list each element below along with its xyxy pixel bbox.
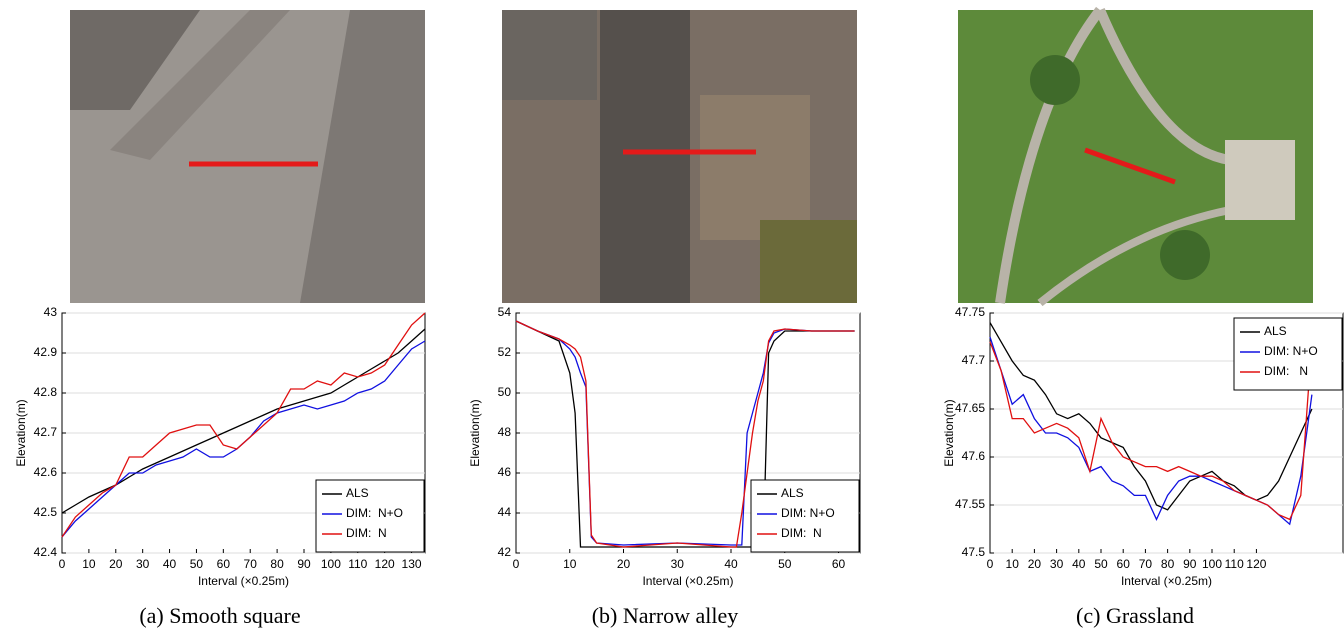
legend-label: DIM: N [781,526,822,540]
x-tick-label: 60 [217,557,231,571]
x-tick-label: 0 [513,557,520,571]
x-tick-label: 50 [1094,557,1108,571]
x-tick-label: 120 [1246,557,1266,571]
y-tick-label: 42.8 [34,385,58,399]
x-tick-label: 0 [987,557,994,571]
x-tick-label: 100 [1202,557,1222,571]
legend-label: ALS [1264,324,1287,338]
x-tick-label: 20 [1028,557,1042,571]
y-tick-label: 47.55 [955,497,985,511]
y-tick-label: 42.9 [34,345,58,359]
x-tick-label: 40 [724,557,738,571]
x-tick-label: 110 [1225,557,1244,571]
caption: (c) Grassland [1076,603,1194,628]
y-tick-label: 42 [498,545,512,559]
legend-label: ALS [781,486,804,500]
x-axis-label: Interval (×0.25m) [198,574,289,588]
y-tick-label: 47.75 [955,305,985,319]
legend-label: DIM: N [1264,364,1308,378]
x-tick-label: 70 [244,557,258,571]
y-tick-label: 42.6 [34,465,58,479]
y-tick-label: 50 [498,385,512,399]
x-tick-label: 10 [82,557,96,571]
y-axis-label: Elevation(m) [14,399,28,466]
x-tick-label: 0 [59,557,66,571]
caption: (a) Smooth square [139,603,300,628]
y-tick-label: 46 [498,465,512,479]
y-tick-label: 42.4 [34,545,58,559]
y-tick-label: 42.7 [34,425,58,439]
x-tick-label: 10 [1006,557,1020,571]
x-tick-label: 90 [1183,557,1197,571]
x-tick-label: 100 [321,557,341,571]
y-tick-label: 47.6 [962,449,986,463]
caption: (b) Narrow alley [592,603,739,628]
x-tick-label: 50 [190,557,204,571]
aerial-image-c [958,10,1313,303]
x-tick-label: 30 [1050,557,1064,571]
legend-label: DIM: N [346,526,387,540]
y-tick-label: 43 [44,305,58,319]
legend-label: ALS [346,486,369,500]
y-tick-label: 48 [498,425,512,439]
x-tick-label: 60 [832,557,846,571]
x-tick-label: 60 [1117,557,1131,571]
y-tick-label: 44 [498,505,512,519]
x-tick-label: 70 [1139,557,1153,571]
x-tick-label: 110 [348,557,367,571]
y-tick-label: 47.7 [962,353,986,367]
y-tick-label: 54 [498,305,512,319]
legend-label: DIM: N+O [346,506,403,520]
x-tick-label: 10 [563,557,577,571]
x-tick-label: 20 [617,557,631,571]
x-tick-label: 80 [1161,557,1175,571]
y-tick-label: 52 [498,345,512,359]
x-tick-label: 120 [375,557,395,571]
x-tick-label: 20 [109,557,123,571]
x-axis-label: Interval (×0.25m) [642,574,733,588]
y-tick-label: 47.65 [955,401,985,415]
x-tick-label: 80 [270,557,284,571]
y-axis-label: Elevation(m) [942,399,956,466]
x-tick-label: 30 [671,557,685,571]
y-tick-label: 42.5 [34,505,58,519]
aerial-image-a [70,10,425,303]
x-tick-label: 40 [163,557,177,571]
x-axis-label: Interval (×0.25m) [1121,574,1212,588]
aerial-image-b [502,10,857,303]
figure: 42.4 42.5 42.6 42.7 42.8 42.9 43 0 10 20 30 40 50 60 7… [0,0,1344,634]
y-tick-label: 47.5 [962,545,986,559]
x-tick-label: 90 [297,557,311,571]
legend-label: DIM: N+O [781,506,835,520]
legend-label: DIM: N+O [1264,344,1318,358]
x-tick-label: 40 [1072,557,1086,571]
y-axis-label: Elevation(m) [468,399,482,466]
x-tick-label: 30 [136,557,150,571]
x-tick-label: 50 [778,557,792,571]
x-tick-label: 130 [402,557,422,571]
